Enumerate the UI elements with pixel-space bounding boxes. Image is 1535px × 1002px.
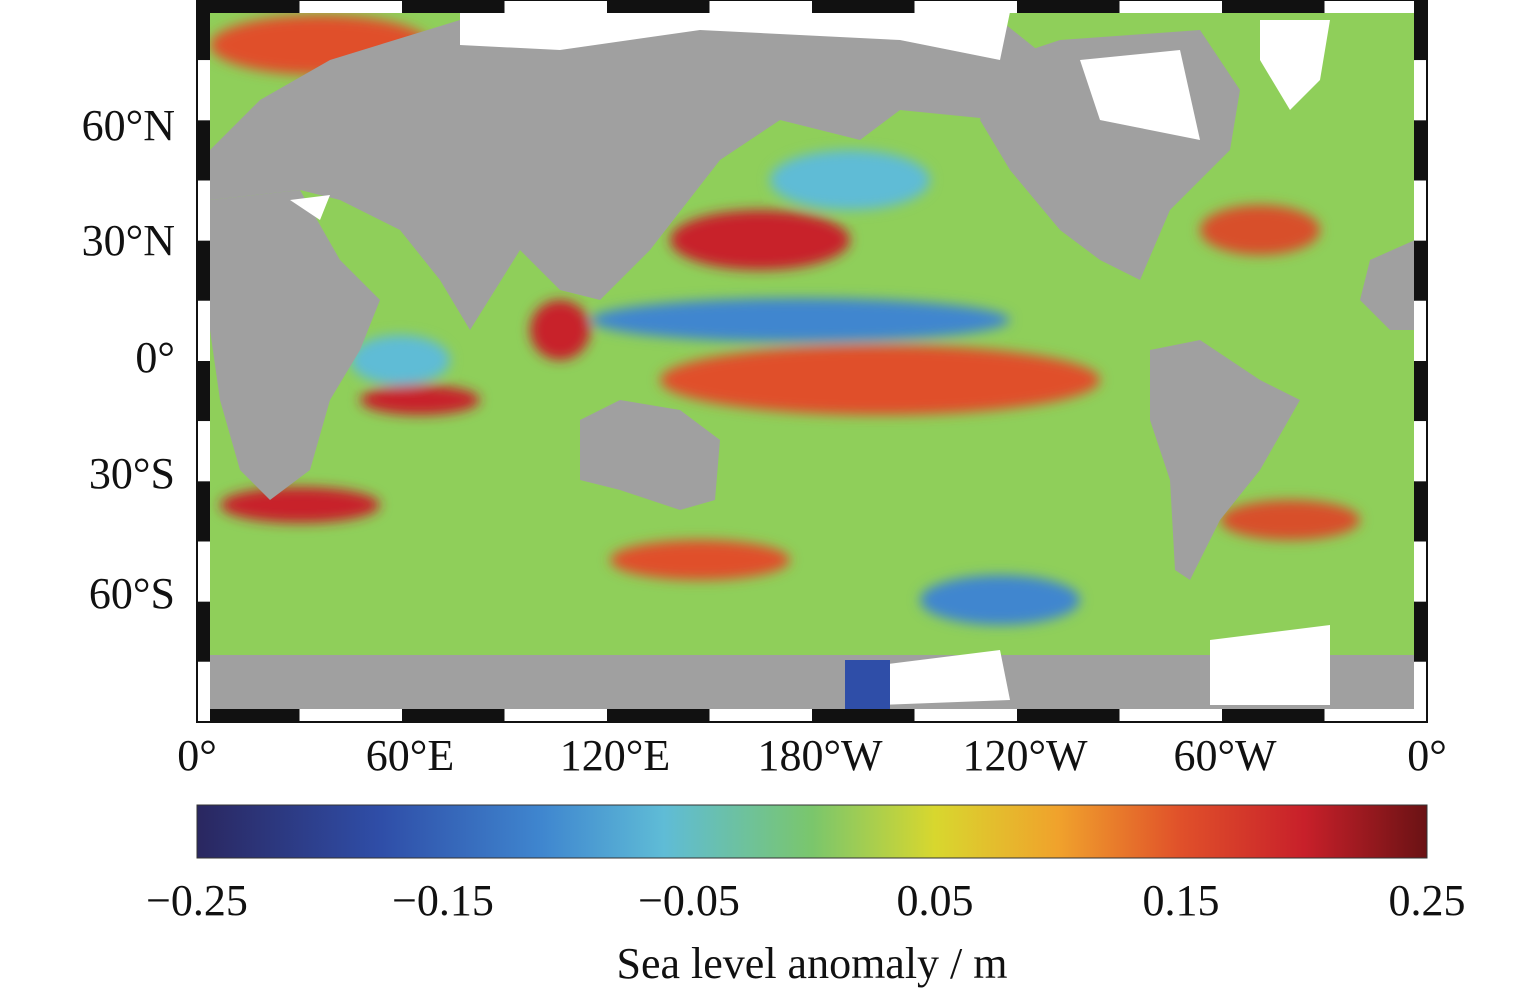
colorbar-tick-label: −0.25: [146, 876, 248, 925]
frame-segment: [1119, 709, 1222, 722]
latitude-label: 30°N: [82, 216, 175, 265]
frame-segment: [812, 709, 915, 722]
anomaly-field: [210, 15, 1360, 625]
frame-segment: [1324, 709, 1427, 722]
map-border: [196, 0, 1428, 723]
colorbar-tick-label: 0.25: [1389, 876, 1466, 925]
frame-segment: [1324, 0, 1427, 13]
frame-segment: [812, 0, 915, 13]
frame-segment: [1017, 0, 1120, 13]
no-data: [290, 12, 1330, 705]
frame-segment: [299, 709, 402, 722]
frame-segment: [1414, 60, 1427, 121]
frame-segment: [1222, 0, 1325, 13]
frame-segment: [197, 60, 210, 121]
frame-segment: [1414, 481, 1427, 542]
frame-segment: [402, 709, 505, 722]
anomaly-patch: [845, 660, 890, 710]
longitude-label: 0°: [1407, 731, 1447, 780]
frame-segment: [197, 601, 210, 662]
latitude-label: 60°N: [82, 101, 175, 150]
colorbar-tick-label: −0.15: [392, 876, 494, 925]
frame-segment: [197, 120, 210, 181]
colorbar-tick-label: 0.05: [897, 876, 974, 925]
frame-segment: [1414, 421, 1427, 482]
frame-segment: [1414, 601, 1427, 662]
frame-segment: [914, 709, 1017, 722]
latitude-label: 60°S: [89, 569, 175, 618]
frame-segment: [197, 0, 300, 13]
frame-segment: [1414, 0, 1427, 61]
frame-segment: [1414, 541, 1427, 602]
latitude-label: 30°S: [89, 449, 175, 498]
colorbar: [196, 804, 1428, 859]
frame-segment: [197, 0, 210, 61]
frame-segment: [1119, 0, 1222, 13]
longitude-label: 120°E: [560, 731, 670, 780]
colorbar-ticks: −0.25 −0.15 −0.05 0.05 0.15 0.25: [146, 876, 1465, 925]
longitude-label: 0°: [177, 731, 217, 780]
longitude-label: 180°W: [757, 731, 883, 780]
frame-segment: [1414, 661, 1427, 722]
frame-segment: [197, 421, 210, 482]
frame-segment: [504, 0, 607, 13]
frame-segment: [1414, 180, 1427, 241]
land: [210, 20, 1415, 710]
frame-segment: [1414, 120, 1427, 181]
frame-segment: [197, 709, 300, 722]
frame-segment: [607, 709, 710, 722]
frame-segment: [197, 481, 210, 542]
colorbar-tick-label: −0.05: [638, 876, 740, 925]
frame-segment: [402, 0, 505, 13]
longitude-label: 120°W: [962, 731, 1088, 780]
longitude-labels: 0° 60°E 120°E 180°W 120°W 60°W 0°: [177, 731, 1447, 780]
frame-segment: [1414, 300, 1427, 361]
frame-segment: [197, 661, 210, 722]
frame-segment: [197, 300, 210, 361]
frame-segment: [197, 240, 210, 301]
frame-segment: [1414, 240, 1427, 301]
map: [196, 0, 1428, 723]
frame-segment: [914, 0, 1017, 13]
frame-segment: [607, 0, 710, 13]
frame-segment: [1414, 361, 1427, 422]
frame-segment: [1017, 709, 1120, 722]
frame-segment: [709, 709, 812, 722]
latitude-label: 0°: [135, 333, 175, 382]
frame-segment: [197, 361, 210, 422]
frame-segment: [709, 0, 812, 13]
frame-segment: [1222, 709, 1325, 722]
frame-segment: [197, 541, 210, 602]
latitude-labels: 60°N 30°N 0° 30°S 60°S: [82, 101, 175, 618]
frame-segment: [299, 0, 402, 13]
longitude-label: 60°W: [1173, 731, 1277, 780]
longitude-label: 60°E: [366, 731, 454, 780]
frame-segment: [197, 180, 210, 241]
colorbar-label: Sea level anomaly / m: [617, 939, 1008, 988]
colorbar-tick-label: 0.15: [1143, 876, 1220, 925]
map-frame: [197, 0, 1427, 722]
frame-segment: [504, 709, 607, 722]
